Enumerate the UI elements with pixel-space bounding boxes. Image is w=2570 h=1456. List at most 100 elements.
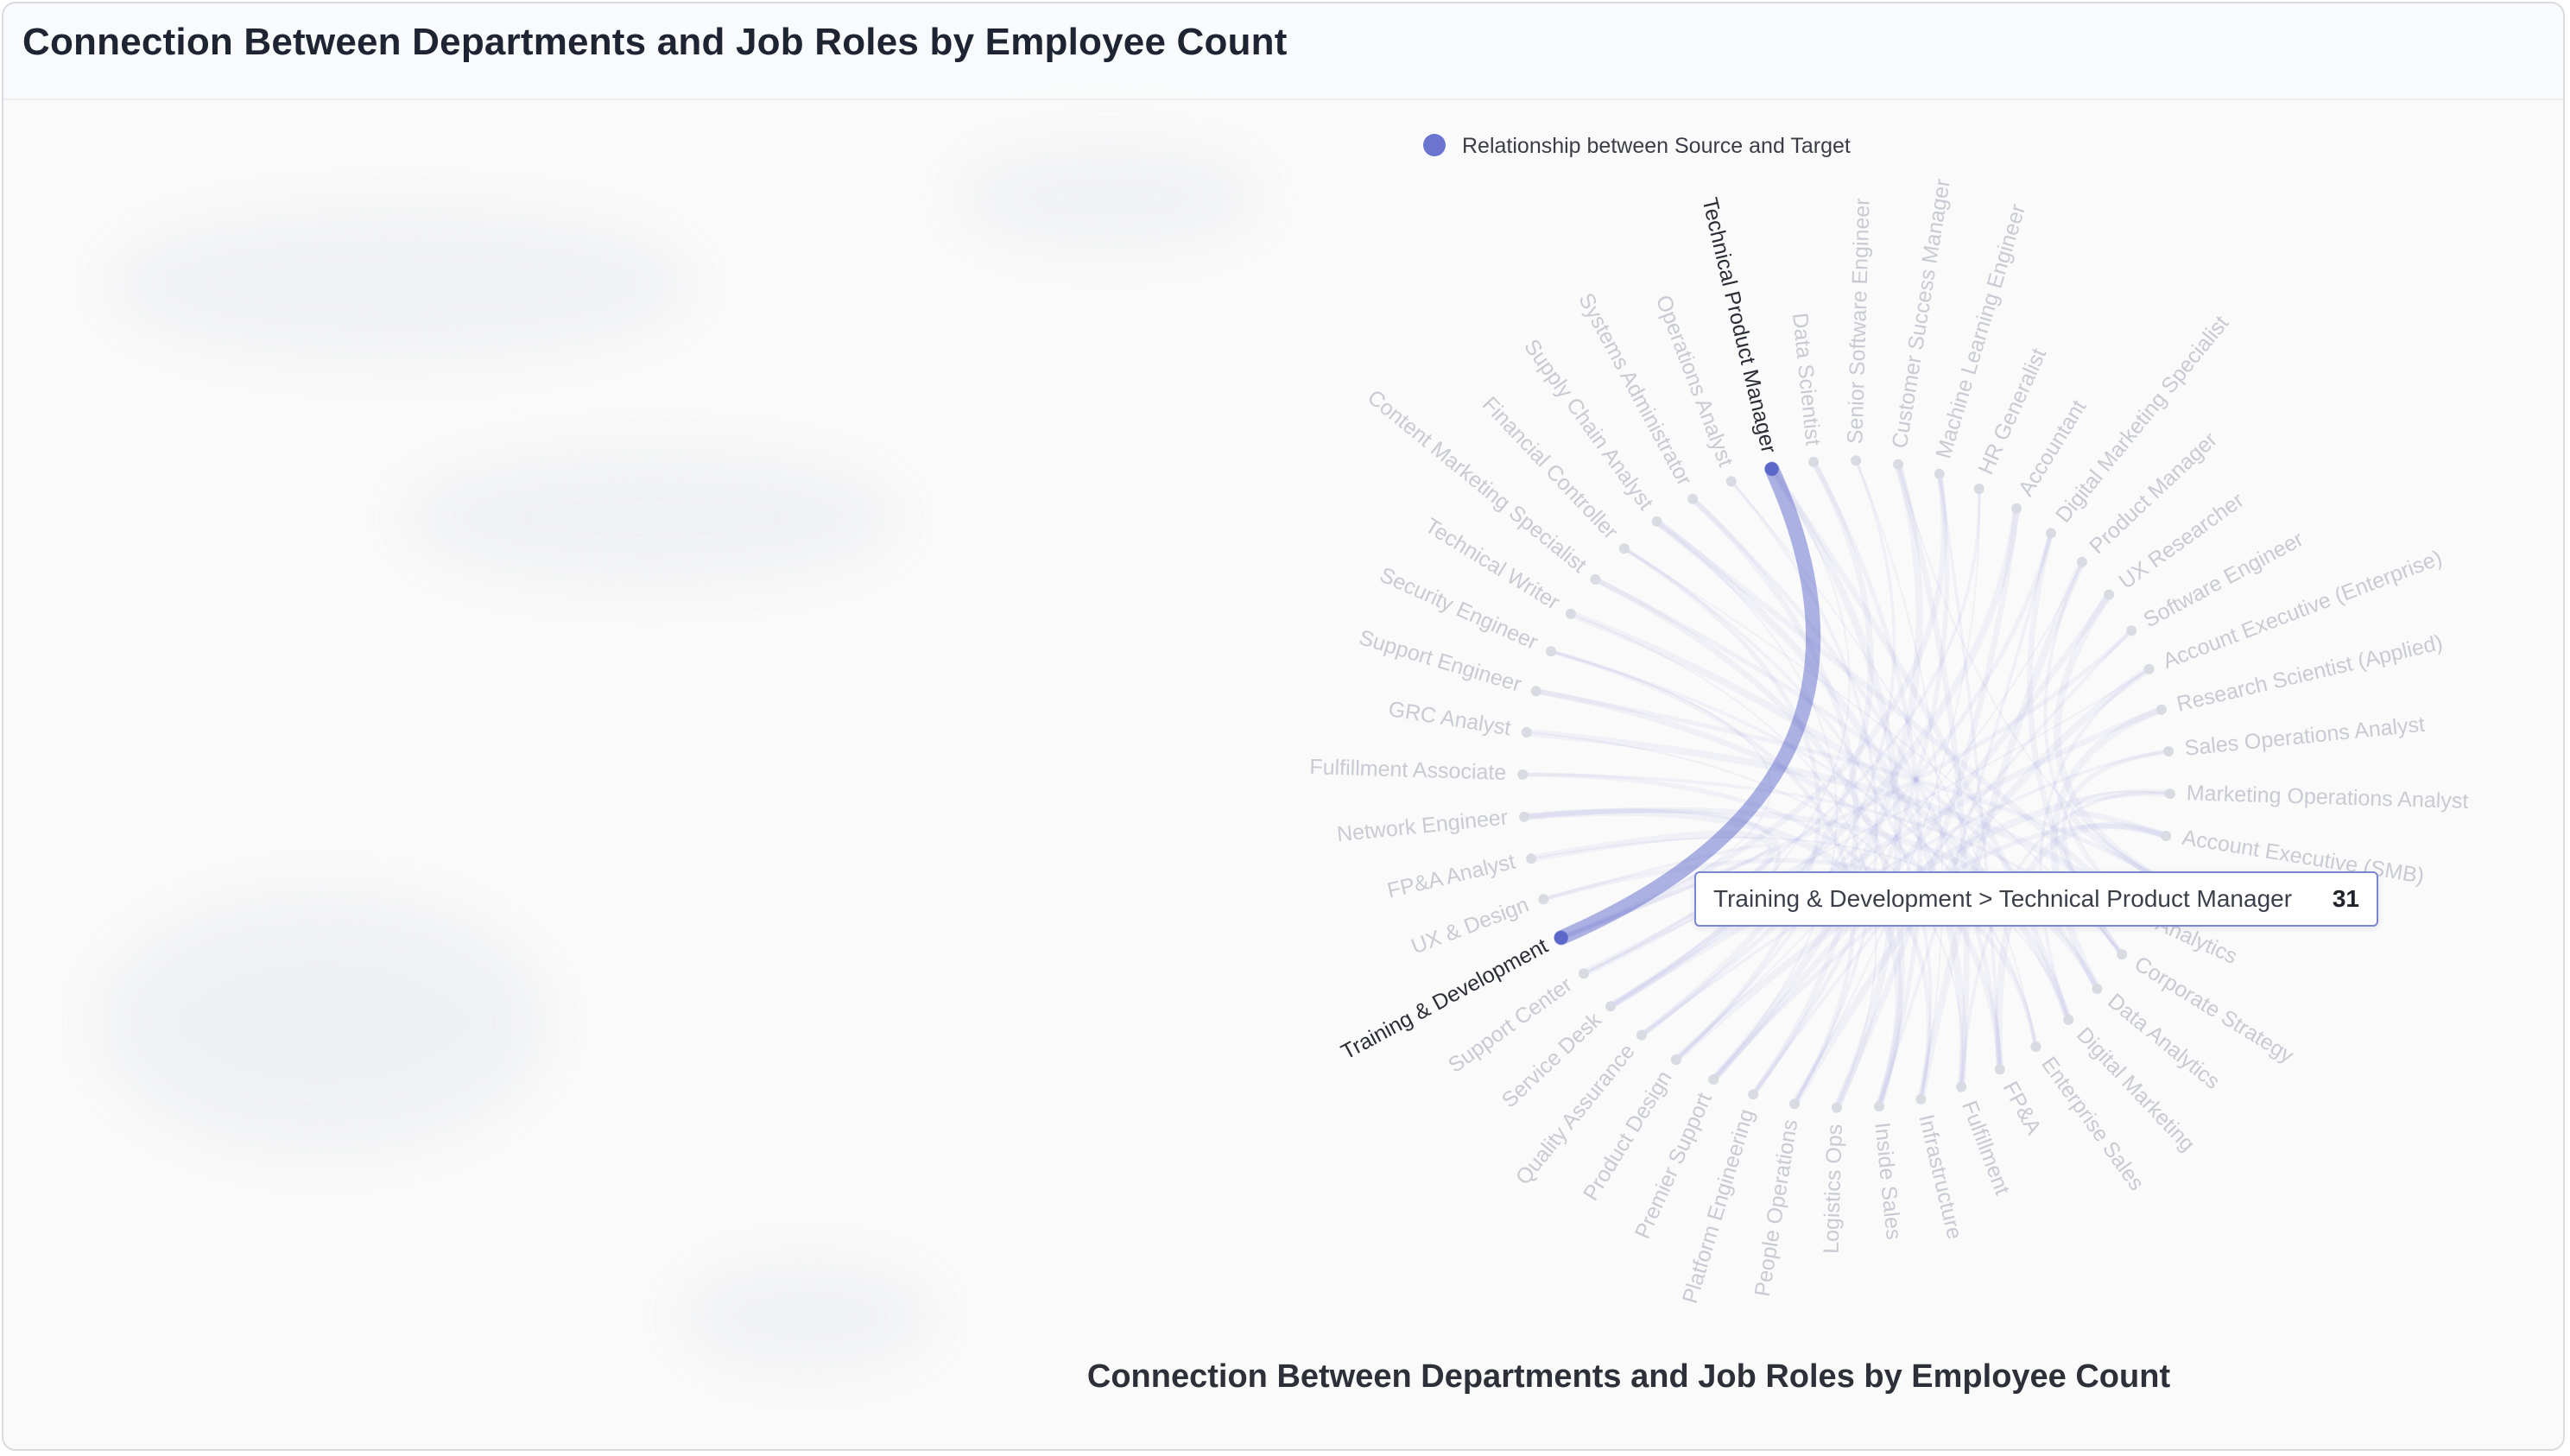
chord-node[interactable] [2163,746,2174,757]
chord-link[interactable] [1833,508,2020,1110]
chord-link[interactable] [1609,706,2163,1010]
chord-link[interactable] [1691,497,2003,1070]
chord-link[interactable] [1526,731,1964,1087]
chord-link[interactable] [1560,629,2134,940]
chord-link[interactable] [1712,823,2168,1081]
chord-node[interactable] [1670,1054,1681,1066]
chord-link[interactable] [1523,808,1782,1009]
chord-link[interactable] [1570,612,1877,1109]
chord-link[interactable] [1610,468,1851,1008]
chord-link[interactable] [2054,592,2159,881]
chord-link[interactable] [1751,629,2133,1096]
chord-node[interactable] [1808,456,1820,467]
chord-node[interactable] [1708,1074,1719,1085]
chord-link[interactable] [1690,497,1859,1097]
chord-node[interactable] [1973,484,1984,494]
chord-link[interactable] [1751,473,1950,1096]
chord-link[interactable] [1530,830,1776,978]
chord-node[interactable] [2076,556,2087,567]
chord-node[interactable] [1725,476,1737,487]
chord-link[interactable] [1522,772,1931,1100]
chord-link[interactable] [1569,610,2073,1022]
chord-node[interactable] [1590,574,1601,585]
chord-link[interactable] [1655,521,1838,1080]
chord-link[interactable] [2050,706,2163,991]
chord-link[interactable] [1594,577,2099,991]
chord-link[interactable] [1938,473,2002,1070]
chord-node[interactable] [2155,704,2167,715]
chord-link[interactable] [1791,666,2151,1106]
chord-node[interactable] [2117,949,2128,960]
chord-node[interactable] [2011,503,2022,514]
chord-node[interactable] [1934,468,1945,479]
chord-link[interactable] [1655,518,1967,1087]
chord-link[interactable] [2039,668,2150,1021]
chord-node[interactable] [2126,625,2137,636]
chord-node[interactable] [1578,968,1589,979]
chord-link[interactable] [1769,467,2072,1021]
chord-link[interactable] [1897,464,2157,878]
chord-link[interactable] [1535,688,2158,880]
chord-node[interactable] [1687,493,1699,504]
chord-link[interactable] [1640,750,2169,1037]
chord-link[interactable] [1959,791,2170,1087]
chord-link[interactable] [2070,810,2168,880]
chord-link[interactable] [1917,560,2086,1100]
chord-node[interactable] [1565,608,1576,619]
chord-link[interactable] [1895,463,1970,1087]
chord-node[interactable] [1851,455,1862,466]
chord-link[interactable] [1550,649,2038,1048]
chord-link[interactable] [1674,788,2171,1063]
chord-node[interactable] [2143,663,2155,674]
chord-link[interactable] [1583,488,1981,976]
chord-node[interactable] [1831,1102,1842,1113]
chord-node[interactable] [1915,1093,1927,1105]
chord-node[interactable] [2161,831,2172,841]
chord-link[interactable] [1593,576,1905,1108]
chord-link[interactable] [1674,459,1896,1061]
chord-link[interactable] [1550,649,1856,1105]
chord-node[interactable] [2164,788,2175,800]
chord-link[interactable] [1583,668,2150,975]
chord-link[interactable] [1623,546,1821,1062]
chord-link[interactable] [1523,807,2100,991]
chord-node[interactable] [2063,1014,2074,1025]
chord-node[interactable] [1618,543,1630,554]
chord-node[interactable] [1893,459,1903,470]
chord-node[interactable] [2092,984,2103,994]
chord-link[interactable] [1711,592,2111,1082]
chord-node[interactable] [1517,769,1529,780]
chord-link[interactable] [1542,844,1771,940]
chord-node[interactable] [1636,1029,1647,1041]
chord-node[interactable] [1748,1089,1759,1100]
chord-node[interactable] [1764,462,1779,477]
chord-link[interactable] [1811,460,1922,1107]
chord-link[interactable] [1535,687,2003,1070]
chord-link[interactable] [1530,836,2070,1021]
chord-node[interactable] [1546,646,1556,657]
chord-node[interactable] [1526,853,1537,864]
chord-link[interactable] [1769,466,1902,1110]
chord-node[interactable] [1789,1098,1800,1110]
chord-link[interactable] [1995,821,2168,1070]
chord-link[interactable] [1855,459,1944,1100]
chord-node[interactable] [1994,1064,2005,1075]
chord-node[interactable] [2104,589,2115,600]
chord-link[interactable] [1623,547,1933,1100]
legend[interactable]: Relationship between Source and Target [1423,134,1851,158]
chord-node[interactable] [1605,1001,1617,1012]
chord-node[interactable] [1518,811,1529,822]
chord-node[interactable] [1521,727,1532,737]
highlighted-link[interactable] [1554,461,1821,946]
chord-node[interactable] [1554,930,1568,945]
chord-link[interactable] [1608,508,2021,1010]
chord-node[interactable] [1538,894,1549,905]
chord-link[interactable] [1711,463,1923,1082]
chord-node[interactable] [1873,1101,1884,1112]
chord-link[interactable] [1730,480,1878,1105]
chord-link[interactable] [1560,473,1947,940]
chord-link[interactable] [1640,532,2054,1037]
chord-node[interactable] [1956,1081,1967,1092]
chord-node[interactable] [1651,516,1662,527]
chord-link[interactable] [1523,808,1903,1108]
